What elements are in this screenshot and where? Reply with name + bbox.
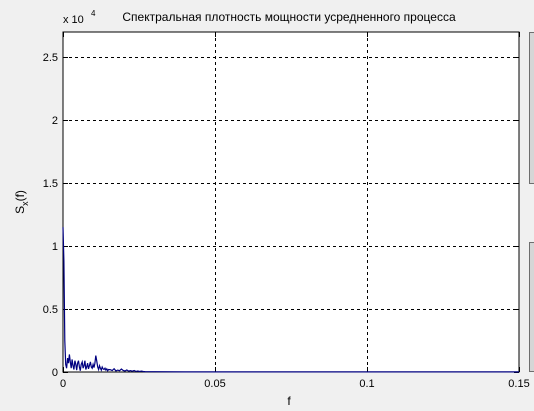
y-tick-label: 1	[52, 241, 58, 253]
colorbar-panel-bottom	[529, 242, 534, 372]
y-tick-label: 0.5	[43, 304, 58, 316]
y-tick-label: 2.5	[43, 52, 58, 64]
y-axis-label: Sx(f)	[13, 190, 30, 214]
y-label-main: S	[13, 206, 27, 214]
y-label-subscript: x	[20, 201, 30, 206]
chart-title: Спектральная плотность мощности усреднен…	[122, 10, 456, 24]
x-tick-label: 0.1	[359, 378, 374, 390]
exponent-power: 4	[91, 9, 96, 18]
x-tick-label: 0	[60, 378, 66, 390]
grid	[63, 32, 519, 372]
x-tick-labels: 0 0.05 0.1 0.15	[60, 378, 530, 390]
y-label-tail: (f)	[13, 190, 27, 201]
y-tick-label: 1.5	[43, 178, 58, 190]
colorbar-panel-top	[529, 32, 534, 184]
y-tick-label: 0	[52, 367, 58, 379]
x-tick-label: 0.15	[508, 378, 529, 390]
y-tick-label: 2	[52, 115, 58, 127]
plot-area	[62, 31, 520, 373]
series-line	[62, 227, 519, 373]
x-axis-label: f	[287, 394, 291, 408]
exponent-base: x 10	[63, 14, 84, 26]
x-tick-label: 0.05	[204, 378, 225, 390]
y-tick-labels: 0 0.5 1 1.5 2 2.5	[43, 52, 58, 379]
svg-text:Sx(f): Sx(f)	[13, 190, 30, 214]
